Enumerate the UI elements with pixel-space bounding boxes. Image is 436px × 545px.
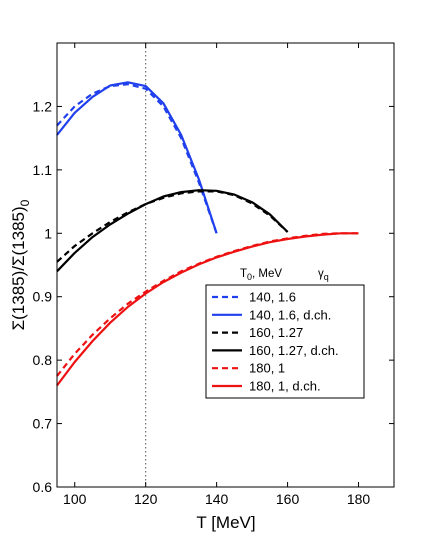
legend: T0, MeV γq 140, 1.6 140, 1.6, d.ch. 160, 1… <box>205 268 365 399</box>
x-tick-label: 180 <box>347 491 371 507</box>
y-tick-label: 0.7 <box>33 416 53 432</box>
x-tick-label: 100 <box>63 491 87 507</box>
legend-label-1: 140, 1.6 <box>249 290 296 305</box>
y-tick-label: 1.1 <box>33 162 53 178</box>
y-axis-label: Σ(1385)/Σ(1385)0 <box>9 199 32 330</box>
legend-box <box>205 284 365 399</box>
legend-title-t: T <box>240 268 247 280</box>
legend-items: 140, 1.6 140, 1.6, d.ch. 160, 1.27 160, 1.2… <box>212 290 339 394</box>
x-tick-label: 140 <box>205 491 229 507</box>
y-tick-label: 1 <box>44 225 52 241</box>
y-tick-label: 1.2 <box>33 98 53 114</box>
legend-title-t-subscript: 0 <box>247 272 252 282</box>
legend-label-4: 160, 1.27, d.ch. <box>249 343 339 358</box>
plot-area <box>56 43 359 487</box>
x-tick-label: 120 <box>134 491 158 507</box>
y-tick-label: 0.8 <box>33 352 53 368</box>
legend-label-6: 180, 1, d.ch. <box>249 379 321 394</box>
legend-label-3: 160, 1.27 <box>249 325 303 340</box>
x-axis-label: T [MeV] <box>196 513 255 532</box>
legend-title-t0: T0, MeV <box>240 268 282 282</box>
series-line-1 <box>56 83 218 234</box>
y-tick-label: 0.6 <box>33 479 53 495</box>
legend-label-5: 180, 1 <box>249 361 285 376</box>
y-tick-label: 0.9 <box>33 289 53 305</box>
series-line-4 <box>56 189 289 273</box>
series-line-2 <box>56 81 218 234</box>
axis-ticks: 100 120 140 160 180 0.6 0.7 0.8 0.9 1 1.1 1.2 <box>33 43 394 507</box>
legend-title-gamma: γq <box>318 268 329 282</box>
legend-title-gamma-subscript: q <box>324 272 329 282</box>
series-line-6 <box>56 232 359 387</box>
y-axis-label-subscript: 0 <box>18 199 32 206</box>
legend-label-2: 140, 1.6, d.ch. <box>249 307 331 322</box>
y-axis-label-main: Σ(1385)/Σ(1385) <box>9 206 28 330</box>
plot-frame <box>56 42 395 488</box>
legend-title-gamma-symbol: γ <box>318 268 324 280</box>
x-tick-label: 160 <box>276 491 300 507</box>
legend-title-unit: , MeV <box>252 268 282 280</box>
